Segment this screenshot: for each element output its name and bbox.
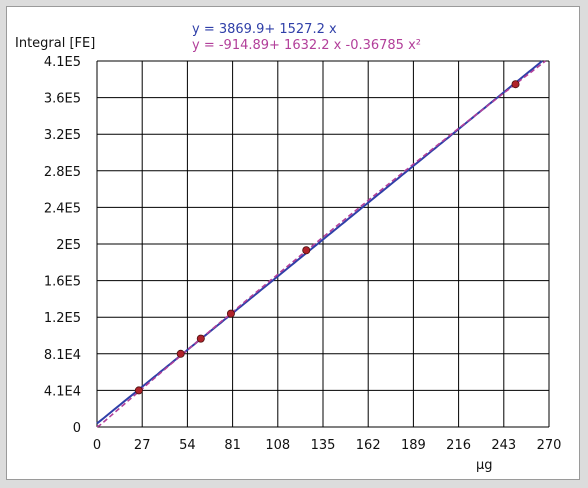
calibration-chart: 0 27 54 81 108 135 162 189 216 243 270 0 4.1E4 8.1E4… — [15, 22, 562, 473]
quadratic-fit-line — [96, 60, 546, 428]
x-tick-label: 0 — [93, 438, 101, 453]
y-tick-label: 4.1E5 — [44, 55, 81, 70]
y-tick-labels: 0 4.1E4 8.1E4 1.2E5 1.6E5 2E5 2.4E5 2.8E5 3.2E5 3… — [44, 55, 81, 436]
chart-panel: 0 27 54 81 108 135 162 189 216 243 270 0 4.1E4 8.1E4… — [6, 6, 580, 480]
x-tick-label: 81 — [224, 438, 241, 453]
y-tick-label: 2.8E5 — [44, 165, 81, 180]
x-tick-label: 270 — [537, 438, 562, 453]
x-tick-label: 243 — [491, 438, 516, 453]
x-axis-label: µg — [476, 458, 493, 473]
y-tick-label: 2.4E5 — [44, 201, 81, 216]
y-tick-label: 4.1E4 — [44, 384, 81, 399]
data-point — [176, 349, 185, 358]
x-tick-label: 27 — [134, 438, 151, 453]
linear-fit-equation: y = 3869.9+ 1527.2 x — [192, 22, 337, 37]
quadratic-fit-equation: y = -914.89+ 1632.2 x -0.36785 x² — [192, 38, 421, 53]
fit-lines — [96, 60, 546, 428]
data-point — [302, 246, 311, 255]
x-tick-label: 108 — [265, 438, 290, 453]
y-tick-label: 2E5 — [56, 238, 81, 253]
y-tick-label: 8.1E4 — [44, 348, 81, 363]
x-tick-label: 54 — [179, 438, 196, 453]
data-point — [134, 386, 143, 395]
y-tick-label: 0 — [73, 421, 81, 436]
y-axis-label: Integral [FE] — [15, 36, 95, 51]
grid — [96, 60, 550, 428]
x-tick-label: 135 — [311, 438, 336, 453]
x-tick-label: 162 — [356, 438, 381, 453]
y-tick-label: 3.2E5 — [44, 128, 81, 143]
y-tick-label: 3.6E5 — [44, 92, 81, 107]
x-tick-label: 216 — [446, 438, 471, 453]
data-point — [226, 309, 235, 318]
data-points — [134, 80, 520, 395]
data-point — [196, 334, 205, 343]
x-tick-label: 189 — [401, 438, 426, 453]
y-tick-label: 1.6E5 — [44, 275, 81, 290]
data-point — [511, 80, 520, 89]
x-tick-labels: 0 27 54 81 108 135 162 189 216 243 270 — [93, 438, 562, 453]
y-tick-label: 1.2E5 — [44, 311, 81, 326]
